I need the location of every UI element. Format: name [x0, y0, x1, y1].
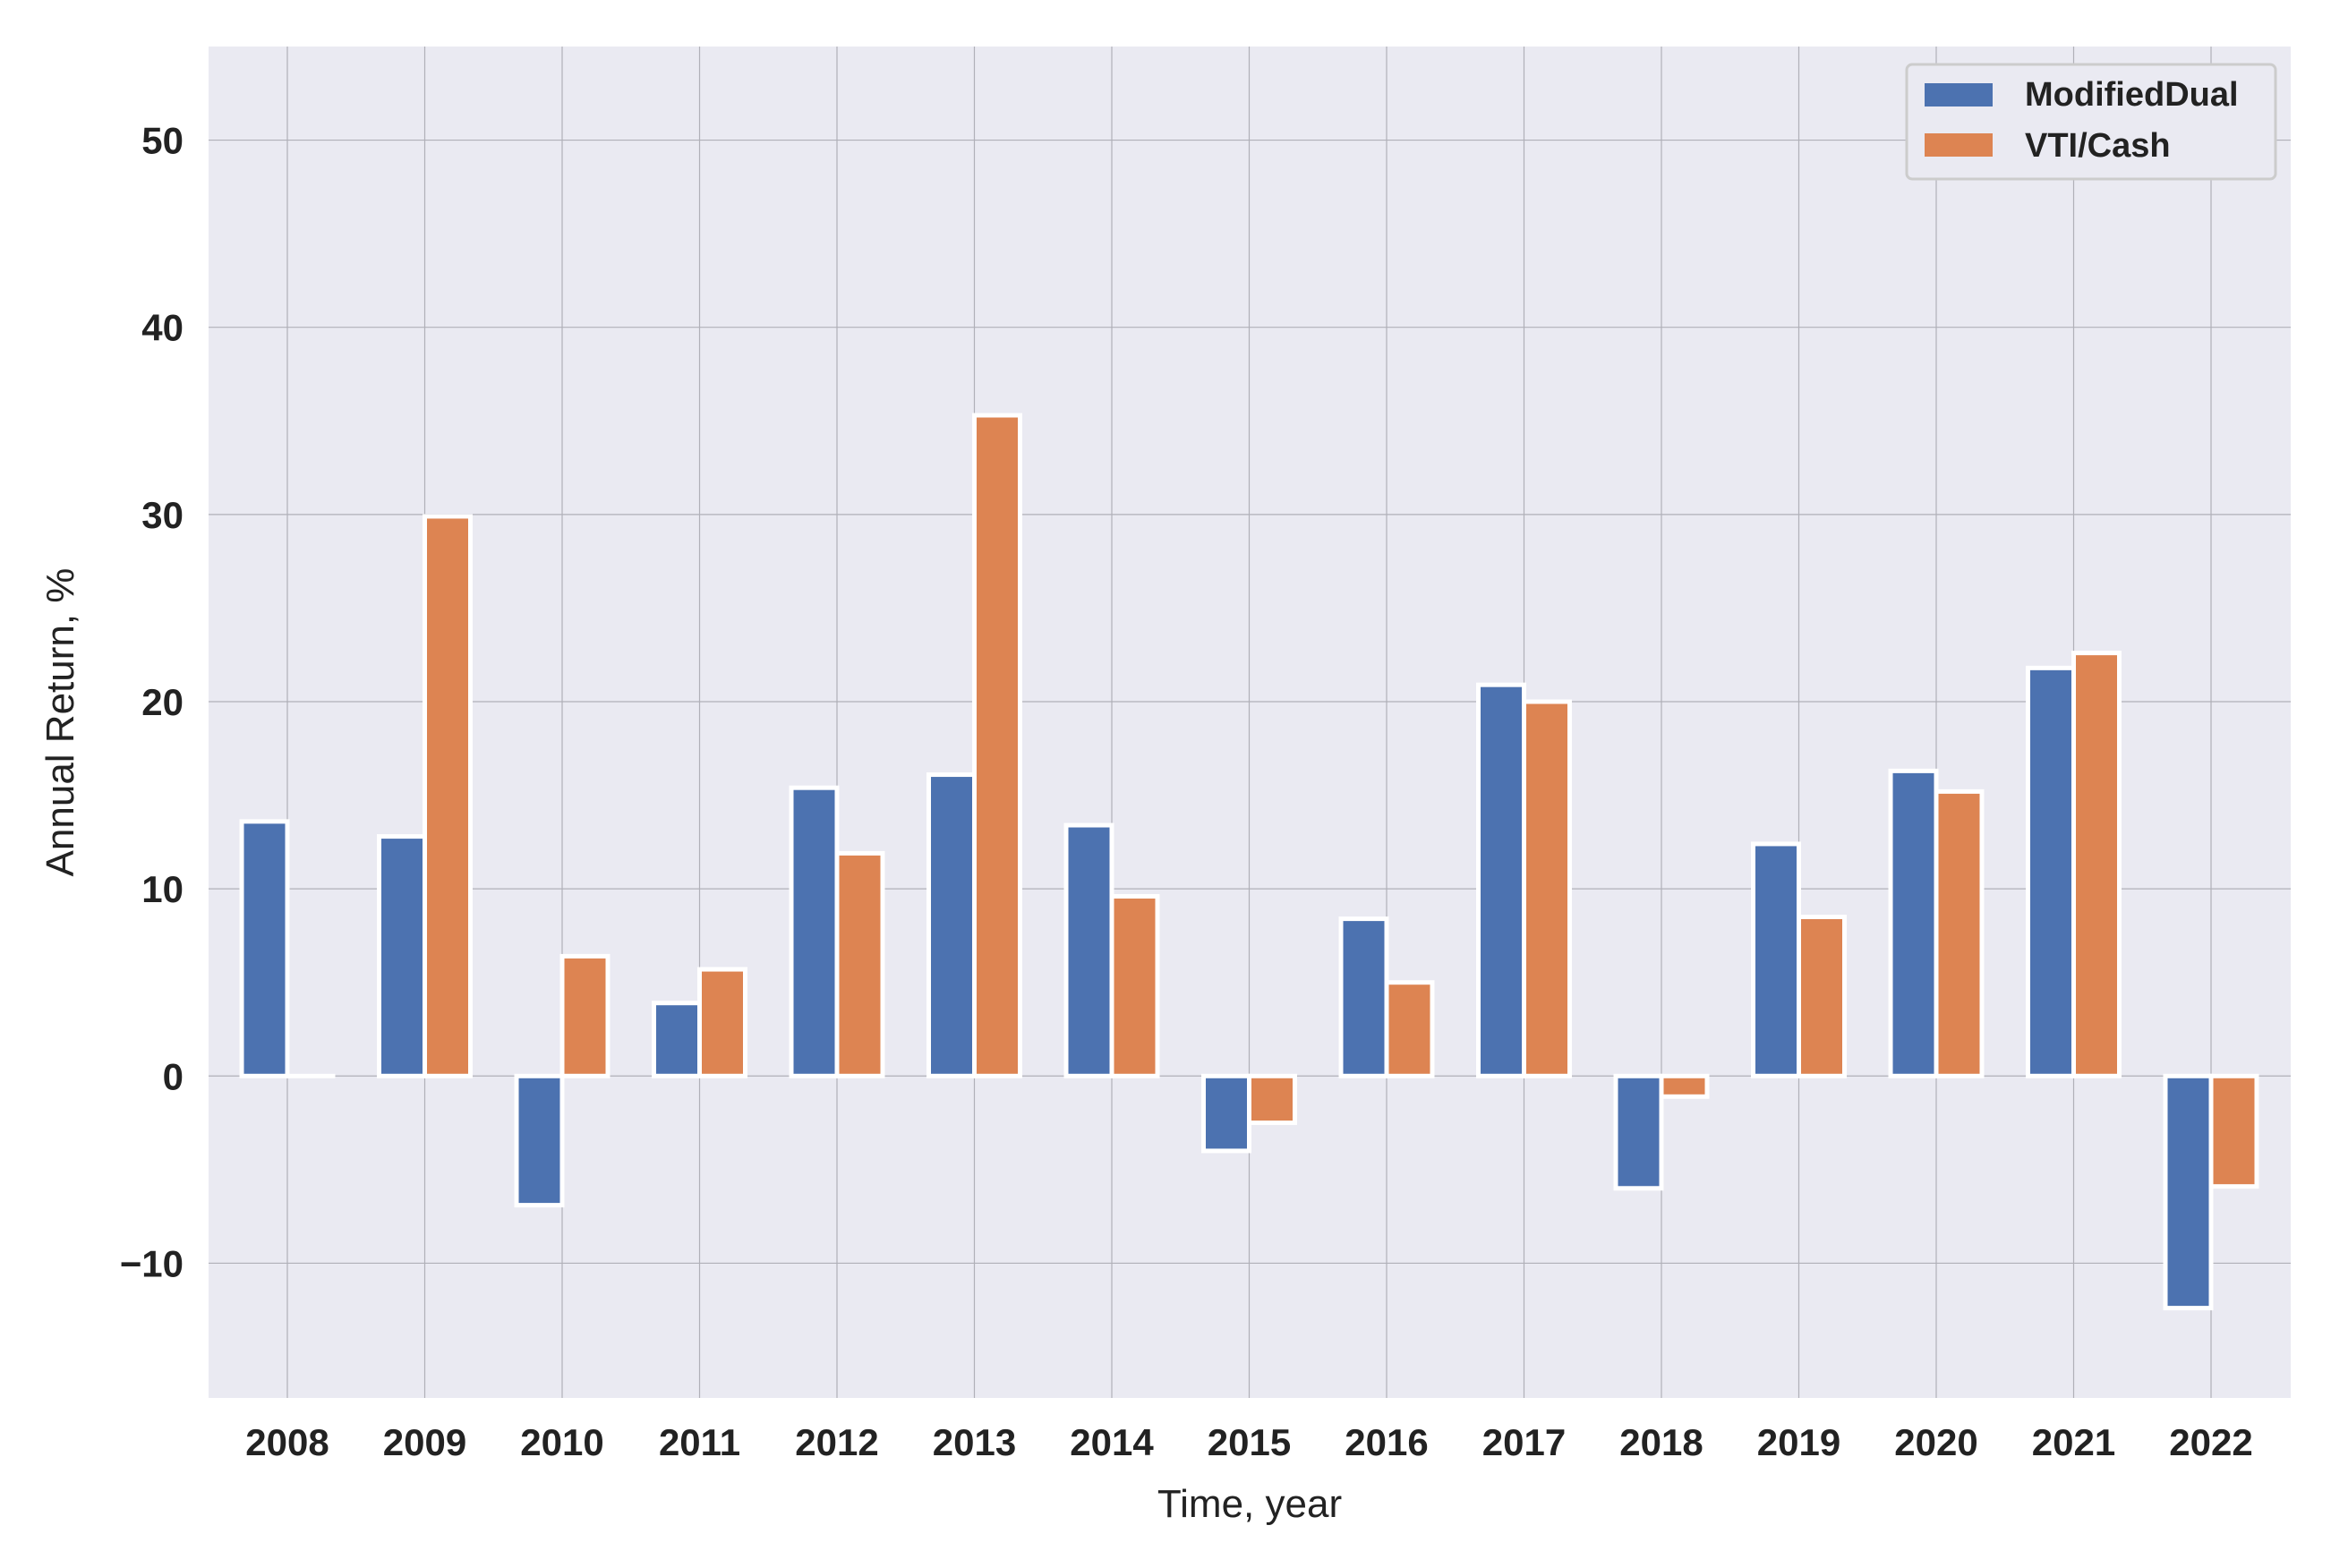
- bar-modifieddual-2016: [1338, 916, 1389, 1078]
- bar-vti-cash-2018: [1659, 1073, 1710, 1099]
- legend-label-vti-cash: VTI/Cash: [2025, 127, 2171, 165]
- bar-vti-cash-2014: [1109, 894, 1160, 1078]
- bar-vti-cash-2013: [972, 413, 1022, 1078]
- x-tick-label: 2012: [795, 1421, 878, 1463]
- bar-vti-cash-2010: [559, 953, 610, 1078]
- y-tick-label: 20: [141, 681, 184, 723]
- bar-modifieddual-2020: [1888, 768, 1939, 1078]
- bar-vti-cash-2012: [834, 850, 885, 1078]
- bar-modifieddual-2008: [239, 819, 290, 1078]
- y-tick-label: 40: [141, 307, 184, 349]
- bar-vti-cash-2015: [1247, 1073, 1297, 1126]
- x-axis-label: Time, year: [1157, 1482, 1342, 1526]
- x-tick-label: 2010: [520, 1421, 603, 1463]
- legend: ModifiedDual VTI/Cash: [1905, 63, 2277, 181]
- y-tick-label: 0: [163, 1055, 184, 1097]
- x-tick-labels: 2008 2009 2010 2011 2012 2013 2014 2015 2016 2017…: [245, 1421, 2252, 1463]
- x-tick-label: 2020: [1894, 1421, 1977, 1463]
- y-tick-label: 30: [141, 494, 184, 536]
- y-axis-label: Annual Return, %: [38, 568, 82, 877]
- bar-modifieddual-2010: [514, 1073, 565, 1208]
- x-tick-label: 2019: [1757, 1421, 1840, 1463]
- bar-modifieddual-2021: [2026, 665, 2076, 1078]
- bars: [239, 413, 2259, 1311]
- bar-vti-cash-2016: [1384, 980, 1435, 1078]
- x-tick-label: 2021: [2032, 1421, 2115, 1463]
- bar-vti-cash-2022: [2208, 1073, 2259, 1189]
- x-tick-label: 2022: [2169, 1421, 2252, 1463]
- bar-modifieddual-2009: [377, 834, 427, 1078]
- bar-vti-cash-2020: [1934, 788, 1985, 1078]
- bar-modifieddual-2019: [1751, 841, 1801, 1078]
- bar-modifieddual-2017: [1476, 682, 1526, 1078]
- bar-modifieddual-2013: [926, 772, 977, 1078]
- grid-lines: [209, 47, 2291, 1398]
- bar-vti-cash-2019: [1797, 915, 1847, 1078]
- y-tick-label: −10: [120, 1242, 184, 1284]
- legend-box: [1905, 63, 2277, 181]
- bar-modifieddual-2018: [1613, 1073, 1664, 1191]
- x-tick-label: 2018: [1619, 1421, 1703, 1463]
- x-tick-label: 2008: [245, 1421, 329, 1463]
- bar-vti-cash-2009: [423, 514, 473, 1078]
- bar-modifieddual-2014: [1063, 822, 1114, 1078]
- y-tick-label: 10: [141, 868, 184, 910]
- y-tick-label: 50: [141, 120, 184, 162]
- legend-swatch-modifieddual: [1925, 83, 1993, 107]
- legend-swatch-vti-cash: [1925, 133, 1993, 157]
- bar-vti-cash-2021: [2071, 651, 2122, 1078]
- bar-vti-cash-2017: [1522, 699, 1572, 1078]
- bar-modifieddual-2011: [652, 1001, 702, 1078]
- bar-vti-cash-2011: [697, 967, 747, 1078]
- x-tick-label: 2016: [1345, 1421, 1428, 1463]
- x-tick-label: 2014: [1070, 1421, 1154, 1463]
- x-tick-label: 2011: [659, 1421, 740, 1463]
- bar-modifieddual-2015: [1201, 1073, 1251, 1154]
- bar-modifieddual-2012: [789, 785, 840, 1078]
- bar-modifieddual-2022: [2163, 1073, 2214, 1311]
- legend-label-modifieddual: ModifiedDual: [2025, 76, 2239, 114]
- x-tick-label: 2009: [383, 1421, 466, 1463]
- x-tick-label: 2013: [933, 1421, 1016, 1463]
- x-tick-label: 2017: [1482, 1421, 1566, 1463]
- y-tick-labels: 50 40 30 20 10 0 −10: [120, 120, 184, 1285]
- x-tick-label: 2015: [1208, 1421, 1291, 1463]
